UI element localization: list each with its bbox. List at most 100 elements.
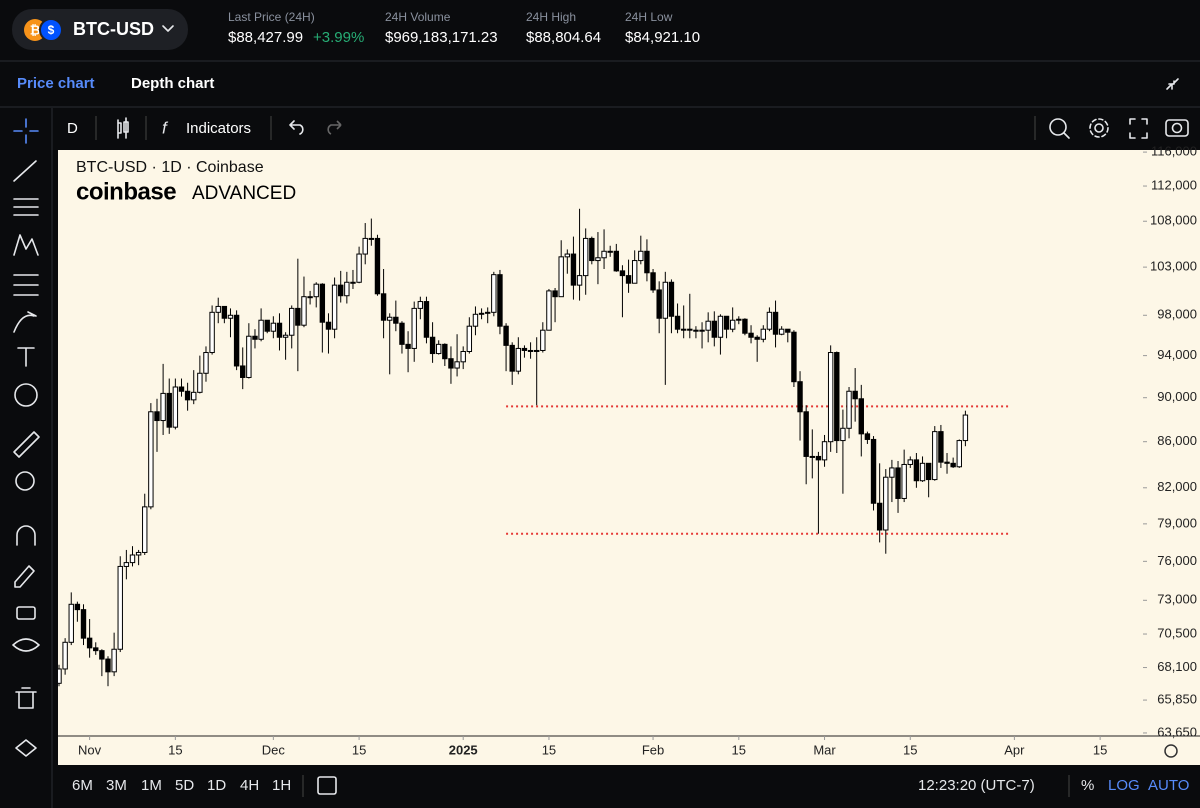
- candle-body: [485, 311, 491, 314]
- date-range-icon[interactable]: [317, 776, 337, 795]
- candle-body: [111, 648, 117, 673]
- fib-tool[interactable]: [13, 198, 39, 216]
- visibility-tool[interactable]: [12, 638, 40, 652]
- stat-label: 24H High: [526, 10, 576, 24]
- chart-legend: BTC-USD · 1D · Coinbase: [76, 159, 264, 176]
- candle-body: [582, 237, 589, 277]
- fx-icon[interactable]: f: [162, 118, 169, 137]
- candles-icon[interactable]: [117, 117, 129, 139]
- range-button[interactable]: 1D: [207, 777, 226, 794]
- magnet-tool[interactable]: [16, 525, 36, 546]
- candle-body: [625, 275, 632, 284]
- candle-body: [172, 386, 179, 428]
- tab[interactable]: Depth chart: [131, 75, 214, 92]
- candle-body: [595, 257, 601, 262]
- range-button[interactable]: 3M: [106, 777, 127, 794]
- brush-tool[interactable]: [13, 311, 37, 333]
- text-tool[interactable]: [17, 347, 35, 367]
- percent-toggle[interactable]: %: [1081, 777, 1094, 794]
- search-icon[interactable]: [1049, 118, 1067, 136]
- ruler-tool[interactable]: [13, 431, 40, 458]
- zoom-tool[interactable]: [15, 471, 35, 491]
- candle-body: [558, 256, 564, 298]
- candle-body: [552, 290, 558, 298]
- y-tick-label: 73,000: [1157, 592, 1197, 607]
- candle-body: [864, 433, 871, 440]
- candle-body: [674, 315, 681, 330]
- candle-body: [650, 272, 656, 291]
- candle-body: [227, 314, 234, 319]
- candle-body: [705, 320, 711, 331]
- x-tick-label: 15: [542, 742, 556, 757]
- candle-body: [925, 462, 932, 481]
- candle-body: [962, 414, 969, 442]
- candle-body: [687, 328, 693, 331]
- y-tick-label: 79,000: [1157, 515, 1197, 530]
- camera-icon[interactable]: [1165, 119, 1189, 137]
- candle-body: [619, 270, 626, 277]
- stat-label: 24H Volume: [385, 10, 451, 24]
- usd-symbol: $: [48, 23, 55, 37]
- settings-icon[interactable]: [1094, 123, 1104, 133]
- candle-body: [380, 293, 387, 321]
- candle-body: [270, 322, 277, 332]
- range-button[interactable]: 1M: [141, 777, 162, 794]
- collapse-icon[interactable]: [1166, 78, 1179, 90]
- line-tool[interactable]: [13, 160, 37, 182]
- usd-icon: [39, 18, 63, 42]
- y-tick-label: 90,000: [1157, 389, 1197, 404]
- range-button[interactable]: 4H: [240, 777, 259, 794]
- candle-body: [282, 334, 289, 338]
- candle-body: [387, 316, 393, 321]
- candle-body: [356, 253, 362, 283]
- candle-body: [491, 274, 497, 313]
- pair-name: BTC-USD: [73, 19, 154, 39]
- indicators[interactable]: Indicators: [186, 120, 251, 137]
- layers-tool[interactable]: [15, 739, 37, 757]
- range-button[interactable]: 5D: [175, 777, 194, 794]
- log-toggle[interactable]: LOG: [1108, 777, 1140, 794]
- candle-body: [803, 411, 809, 457]
- tab[interactable]: Price chart: [17, 75, 95, 92]
- candle-body: [503, 325, 509, 346]
- candle-body: [742, 318, 748, 334]
- axis-settings[interactable]: [1164, 744, 1178, 758]
- candle-body: [895, 467, 901, 499]
- candle-body: [325, 321, 332, 330]
- y-tick-label: 86,000: [1157, 433, 1197, 448]
- candle-body: [515, 347, 522, 372]
- auto-toggle[interactable]: AUTO: [1148, 777, 1189, 794]
- emoji-tool[interactable]: [14, 383, 38, 407]
- crosshair-tool[interactable]: [13, 118, 39, 144]
- candle-body: [436, 343, 442, 355]
- x-tick-label: Mar: [813, 742, 836, 757]
- candle-body: [393, 316, 399, 324]
- candle-body: [509, 344, 515, 372]
- candle-body: [766, 311, 773, 330]
- lock-draw-tool[interactable]: [14, 565, 35, 588]
- fullscreen-icon[interactable]: [1129, 118, 1148, 139]
- candle-body: [662, 281, 669, 319]
- candle-body: [644, 250, 650, 274]
- candle-body: [442, 343, 448, 360]
- range-button[interactable]: 1H: [272, 777, 291, 794]
- candle-body: [166, 392, 172, 428]
- candle-body: [938, 431, 944, 463]
- range-button[interactable]: 6M: [72, 777, 93, 794]
- redo[interactable]: [327, 120, 342, 135]
- candle-body: [889, 467, 895, 478]
- pattern-tool[interactable]: [13, 234, 39, 256]
- candle-body: [858, 398, 864, 435]
- plot: [58, 208, 1009, 687]
- candle-body: [258, 319, 264, 340]
- undo[interactable]: [289, 120, 304, 135]
- x-tick-label: 2025: [449, 742, 478, 757]
- x-tick-label: 15: [903, 742, 917, 757]
- interval[interactable]: D: [67, 120, 78, 137]
- y-tick-label: 103,000: [1150, 259, 1197, 274]
- candle-body: [656, 289, 662, 319]
- prediction-tool[interactable]: [13, 274, 39, 296]
- trash-tool[interactable]: [15, 687, 37, 709]
- lock-tool[interactable]: [16, 606, 36, 620]
